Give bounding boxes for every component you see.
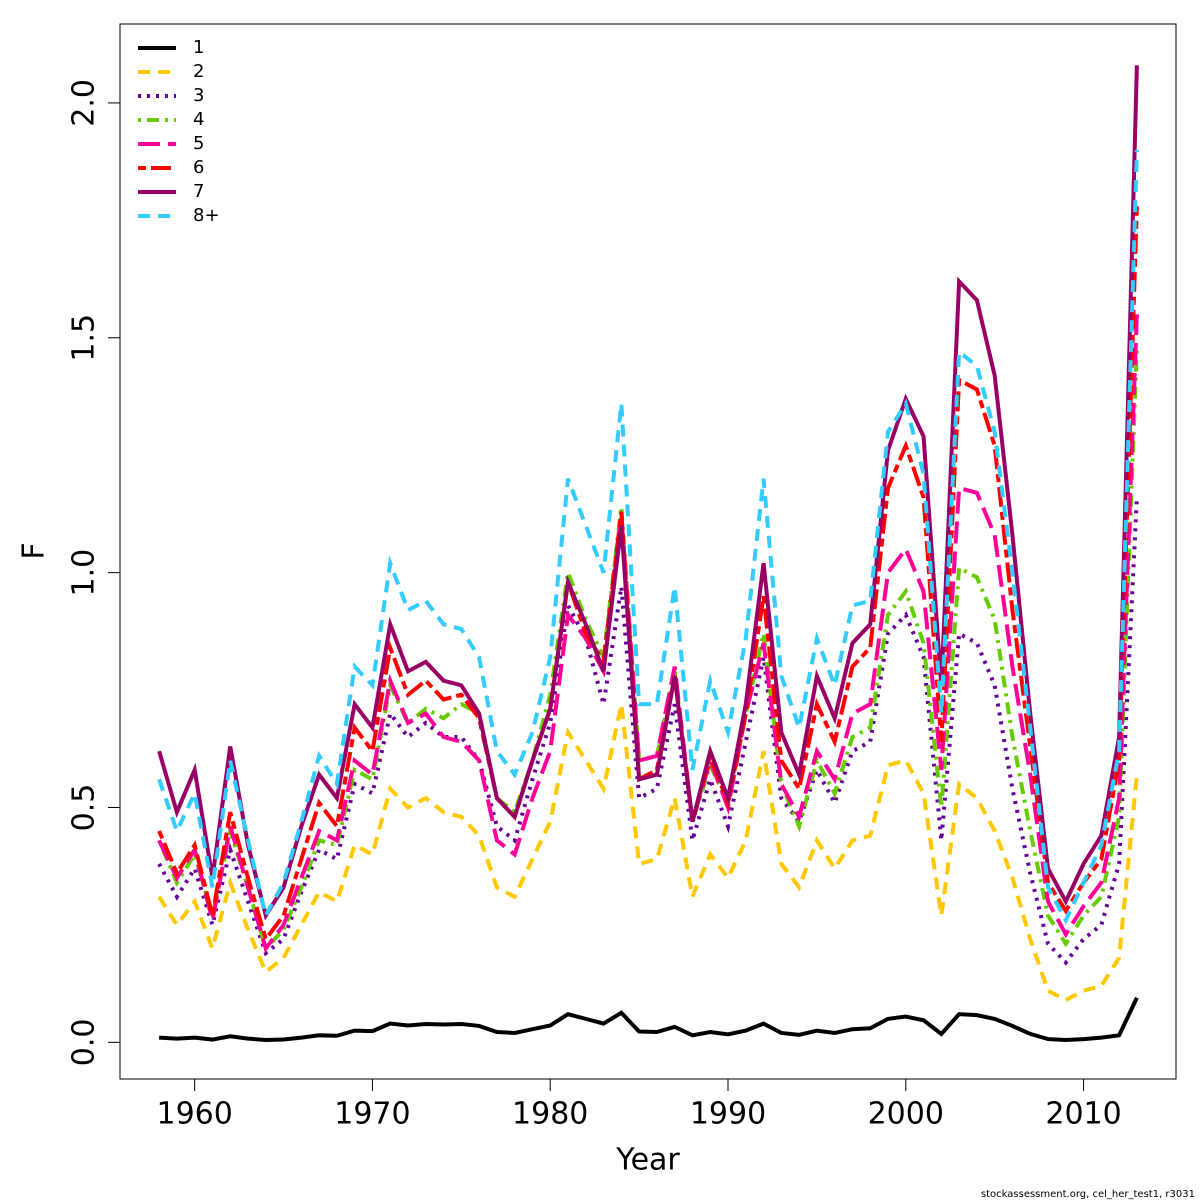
x-tick-label: 1990	[690, 1097, 766, 1132]
series-line	[157, 65, 1139, 921]
x-tick-label: 2000	[868, 1097, 944, 1132]
legend-label: 4	[193, 109, 204, 130]
series-line	[157, 703, 1139, 1003]
series-line	[157, 206, 1139, 944]
y-tick-label: 0.5	[67, 784, 102, 832]
x-tick-label: 1960	[156, 1097, 232, 1132]
legend-label: 3	[193, 85, 204, 106]
y-axis-title: F	[17, 542, 52, 559]
series-line	[157, 497, 1139, 966]
x-tick-label: 2010	[1045, 1097, 1121, 1132]
legend-label: 8+	[193, 205, 220, 226]
y-tick-label: 1.0	[67, 549, 102, 597]
legend-label: 6	[193, 157, 204, 178]
series-line	[157, 149, 1139, 925]
y-tick-label: 1.5	[67, 314, 102, 362]
x-axis-title: Year	[615, 1143, 680, 1178]
y-tick-label: 2.0	[67, 79, 102, 127]
x-tick-label: 1980	[512, 1097, 588, 1132]
series-line	[159, 996, 1139, 1043]
series-line	[157, 314, 1139, 953]
legend-label: 1	[193, 37, 204, 58]
y-tick-label: 0.0	[67, 1019, 102, 1067]
legend-label: 7	[193, 181, 204, 202]
legend-label: 2	[193, 61, 204, 82]
legend-label: 5	[193, 133, 204, 154]
footer: stockassessment.org, cel_her_test1, r303…	[981, 1189, 1195, 1200]
x-tick-label: 1970	[334, 1097, 410, 1132]
